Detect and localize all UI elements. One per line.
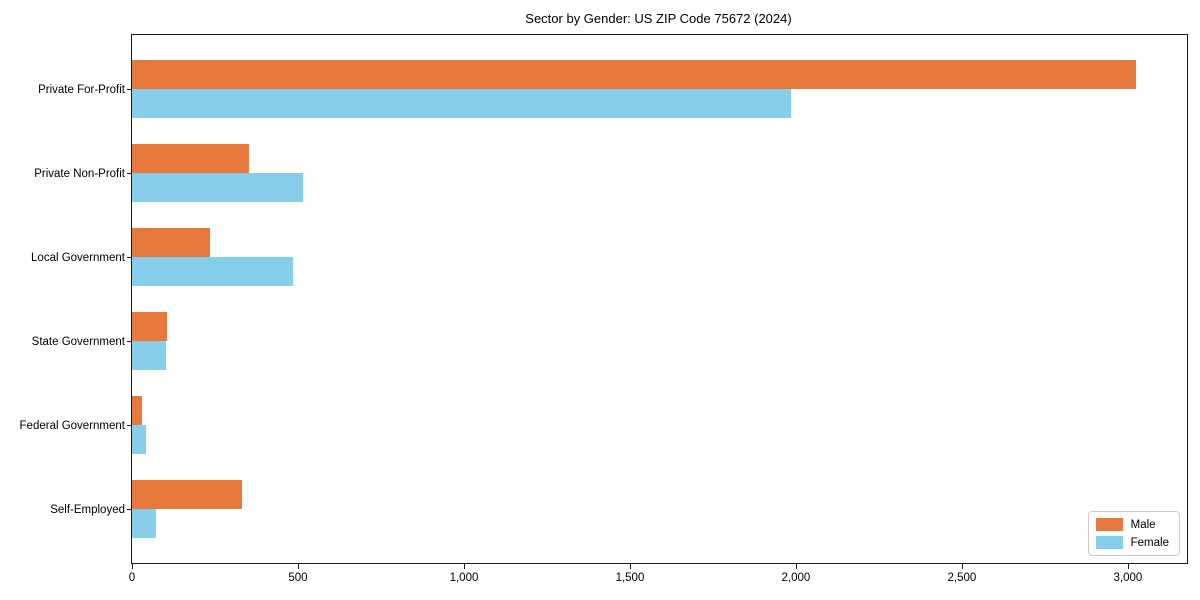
y-tick-mark [127, 425, 132, 426]
bar-male-0 [132, 60, 1136, 89]
x-tick-label: 3,000 [1113, 572, 1143, 584]
x-tick-label: 1,000 [449, 572, 479, 584]
x-tick-mark [297, 564, 299, 569]
legend: Male Female [1087, 511, 1180, 556]
male-series-swatch [1095, 518, 1123, 531]
y-tick-label: Private For-Profit [38, 84, 125, 96]
bar-male-1 [132, 144, 249, 173]
legend-entry-male: Male [1095, 518, 1169, 531]
x-tick-label: 2,000 [781, 572, 811, 584]
female-series-swatch [1095, 536, 1123, 549]
x-tick-label: 0 [128, 572, 136, 584]
bar-male-4 [132, 396, 142, 425]
bar-male-5 [132, 480, 242, 509]
y-tick-label: Federal Government [19, 420, 125, 432]
bar-female-4 [132, 425, 146, 454]
bar-female-5 [132, 509, 156, 538]
y-tick-label: Local Government [31, 252, 125, 264]
x-tick-mark [132, 564, 133, 569]
y-tick-label: Private Non-Profit [34, 168, 125, 180]
y-tick-label: State Government [31, 336, 125, 348]
x-tick-mark [463, 564, 465, 569]
x-tick-label: 1,500 [615, 572, 645, 584]
bar-female-3 [132, 341, 166, 370]
legend-label-male: Male [1130, 518, 1156, 531]
x-tick-label: 500 [288, 572, 308, 584]
x-tick-mark [795, 564, 797, 569]
y-tick-mark [127, 89, 132, 90]
x-tick-mark [629, 564, 631, 569]
y-tick-label: Self-Employed [50, 504, 125, 516]
y-tick-mark [127, 257, 132, 258]
y-tick-mark [127, 341, 132, 342]
chart-title: Sector by Gender: US ZIP Code 75672 (202… [525, 11, 792, 26]
x-tick-mark [961, 564, 963, 569]
y-tick-mark [127, 509, 132, 510]
x-tick-label: 2,500 [947, 572, 977, 584]
bar-female-2 [132, 257, 293, 286]
legend-label-female: Female [1130, 536, 1169, 549]
bar-female-1 [132, 173, 303, 202]
x-tick-mark [1127, 564, 1129, 569]
bar-male-2 [132, 228, 210, 257]
bar-male-3 [132, 312, 167, 341]
legend-entry-female: Female [1095, 536, 1169, 549]
bar-female-0 [132, 89, 791, 118]
y-tick-mark [127, 173, 132, 174]
plot-area: Private For-Profit Private Non-Profit Loca… [20, 34, 1188, 584]
